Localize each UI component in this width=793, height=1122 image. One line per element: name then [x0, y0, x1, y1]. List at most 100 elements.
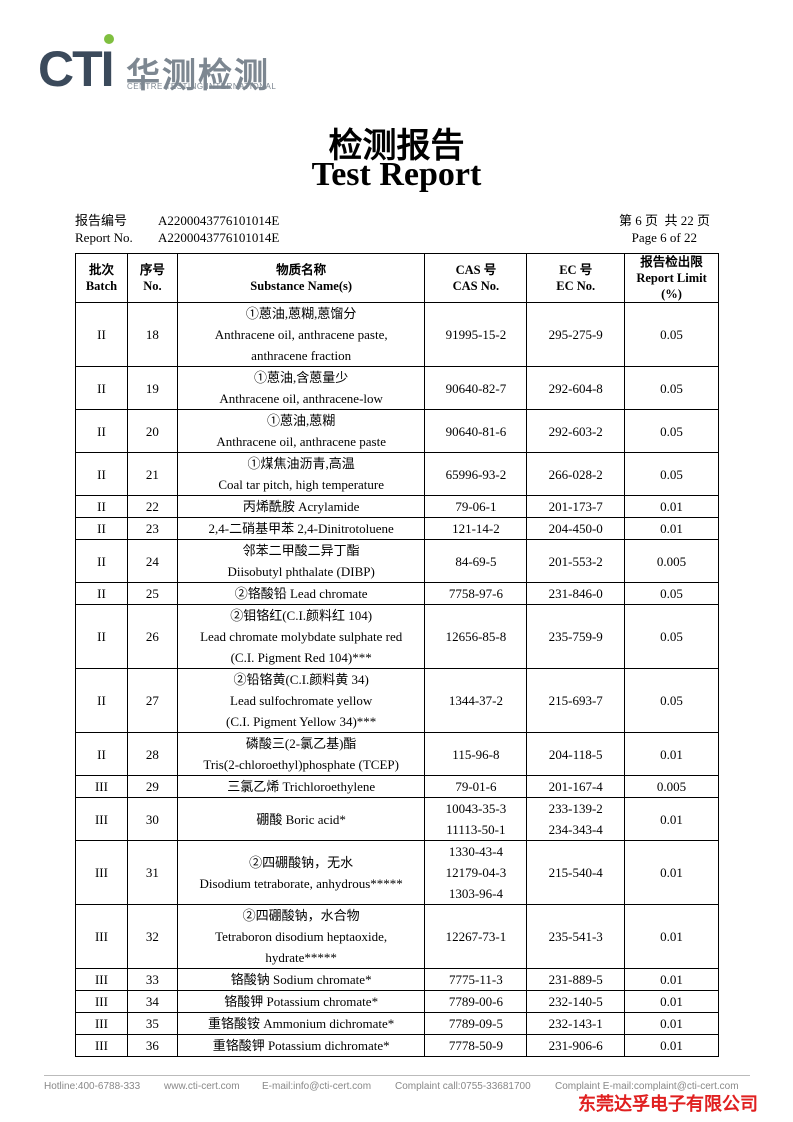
column-header-en: CAS No. [452, 279, 500, 293]
limit-cell: 0.05 [624, 409, 719, 453]
table-row: III 34 铬酸钾 Potassium chromate* 7789-00-6 232… [75, 990, 719, 1013]
no-cell: 27 [126, 668, 178, 733]
cas-line: 1344-37-2 [448, 693, 503, 708]
title-cn: 检测报告 [328, 128, 465, 165]
column-header: CAS 号 CAS No. [424, 253, 528, 303]
limit-cell: 0.01 [624, 1012, 719, 1035]
cas-line: 79-06-1 [455, 499, 497, 514]
ec-line: 232-143-1 [548, 1016, 603, 1031]
cas-line: 1303-96-4 [448, 886, 503, 901]
name-line: ①蒽油,蒽糊 [267, 413, 336, 428]
batch-cell: II [75, 604, 128, 669]
table-row: III 33 铬酸钠 Sodium chromate* 7775-11-3 231-88… [75, 968, 719, 991]
report-no-label-cn: 报告编号 [75, 213, 128, 228]
no-cell: 30 [126, 797, 178, 841]
name-line: 铬酸钠 Sodium chromate* [230, 972, 372, 987]
cas-line: 115-96-8 [452, 746, 500, 762]
cas-cell: 90640-82-7 [424, 366, 528, 410]
name-cell: ②铅铬黄(C.I.颜料黄 34) Lead sulfochromate yello… [176, 668, 426, 733]
batch-cell: II [75, 539, 128, 583]
name-line: Disodium tetraborate, anhydrous***** [199, 875, 403, 891]
name-line: Lead sulfochromate yellow [230, 693, 373, 708]
cas-line: 7775-11-3 [449, 972, 503, 987]
column-header: 批次 Batch [75, 253, 128, 303]
table-row: III 35 重铬酸铵 Ammonium dichromate* 7789-09-5 2… [75, 1012, 719, 1035]
table-row: II 21 ①煤焦油沥青,高温 Coal tar pitch, high temper… [75, 452, 719, 496]
ec-cell: 232-143-1 [526, 1012, 626, 1035]
no-cell: 29 [126, 775, 178, 798]
ec-line: 233-139-2 [548, 801, 603, 816]
hotline: Hotline:400-6788-333 [44, 1081, 141, 1092]
name-cell: ②铬酸铅 Lead chromate [176, 582, 426, 605]
cas-line: 90640-81-6 [445, 423, 507, 439]
table-row: III 31 ②四硼酸钠，无水 Disodium tetraborate, anhyd… [75, 840, 719, 905]
cas-cell: 10043-35-3 11113-50-1 [424, 797, 528, 841]
cas-line: 121-14-2 [452, 521, 500, 536]
limit-cell: 0.01 [624, 495, 719, 518]
limit-cell: 0.01 [624, 840, 719, 905]
ec-line: 215-693-7 [548, 693, 603, 708]
name-line: Anthracene oil, anthracene paste, [214, 327, 388, 342]
cas-cell: 7778-50-9 [424, 1034, 528, 1057]
ec-line: 201-167-4 [548, 779, 603, 794]
ec-line: 234-343-4 [548, 822, 603, 837]
column-header: 序号 No. [126, 253, 178, 303]
table-row: II 27 ②铅铬黄(C.I.颜料黄 34) Lead sulfochromate y… [75, 668, 719, 733]
page-cn: 第 6 页 共 22 页 [618, 213, 710, 228]
column-header: 报告检出限 Report Limit (%) [624, 253, 719, 303]
ec-line: 292-604-8 [548, 380, 603, 396]
ec-cell: 235-759-9 [526, 604, 626, 669]
name-cell: 邻苯二甲酸二异丁酯 Diisobutyl phthalate (DIBP) [176, 539, 426, 583]
ec-cell: 292-603-2 [526, 409, 626, 453]
report-no-label-en: Report No. [75, 230, 133, 245]
no-cell: 28 [126, 732, 178, 776]
name-line: hydrate***** [265, 950, 337, 965]
table-row: II 19 ①蒽油,含蒽量少 Anthracene oil, anthracene-l… [75, 366, 719, 410]
name-line: Lead chromate molybdate sulphate red [200, 629, 403, 644]
cas-line: 12267-73-1 [445, 929, 507, 944]
name-line: ②四硼酸钠，水合物 [242, 908, 360, 923]
ec-cell: 215-540-4 [526, 840, 626, 905]
name-line: ②四硼酸钠，无水 [249, 854, 354, 870]
ec-line: 266-028-2 [548, 466, 603, 482]
cas-line: 65996-93-2 [445, 466, 507, 482]
batch-cell: III [75, 775, 128, 798]
results-table: 批次 Batch 序号 No. 物质名称 Substance Name(s) CAS 号 CA… [75, 253, 719, 1057]
batch-cell: III [75, 1012, 128, 1035]
batch-cell: III [75, 840, 128, 905]
name-line: 2,4-二硝基甲苯 2,4-Dinitrotoluene [208, 521, 394, 536]
limit-cell: 0.05 [624, 582, 719, 605]
logo-dot [104, 34, 114, 44]
cas-cell: 65996-93-2 [424, 452, 528, 496]
column-header-cn: 报告检出限 [640, 255, 703, 269]
no-cell: 36 [126, 1034, 178, 1057]
batch-cell: III [75, 968, 128, 991]
cas-cell: 79-06-1 [424, 495, 528, 518]
column-header-cn: 序号 [139, 263, 165, 277]
column-header-cn: 批次 [88, 263, 114, 277]
cas-cell: 7758-97-6 [424, 582, 528, 605]
column-header-en: Batch [85, 279, 118, 293]
name-cell: 重铬酸钾 Potassium dichromate* [176, 1034, 426, 1057]
limit-cell: 0.01 [624, 517, 719, 540]
cas-cell: 7789-00-6 [424, 990, 528, 1013]
name-cell: ②四硼酸钠，无水 Disodium tetraborate, anhydrous*… [176, 840, 426, 905]
ec-line: 215-540-4 [548, 865, 603, 880]
table-row: III 30 硼酸 Boric acid* 10043-35-3 11113-50-1 2… [75, 797, 719, 841]
batch-cell: II [75, 495, 128, 518]
name-cell: ②四硼酸钠，水合物 Tetraboron disodium heptaoxide,… [176, 904, 426, 969]
name-line: Anthracene oil, anthracene paste [216, 434, 386, 449]
ec-line: 204-450-0 [548, 521, 603, 536]
limit-cell: 0.005 [624, 539, 719, 583]
cas-line: 7789-09-5 [448, 1016, 503, 1031]
table-row: II 28 磷酸三(2-氯乙基)酯 Tris(2-chloroethyl)phosph… [75, 732, 719, 776]
name-cell: 硼酸 Boric acid* [176, 797, 426, 841]
name-line: 丙烯酰胺 Acrylamide [242, 499, 360, 514]
ec-line: 231-846-0 [548, 586, 603, 601]
name-cell: ①蒽油,蒽糊 Anthracene oil, anthracene paste [176, 409, 426, 453]
cas-cell: 115-96-8 [424, 732, 528, 776]
table-row: II 18 ①蒽油,蒽糊,蒽馏分 Anthracene oil, anthracene… [75, 302, 719, 367]
name-cell: 2,4-二硝基甲苯 2,4-Dinitrotoluene [176, 517, 426, 540]
name-line: (C.I. Pigment Red 104)*** [230, 650, 372, 665]
